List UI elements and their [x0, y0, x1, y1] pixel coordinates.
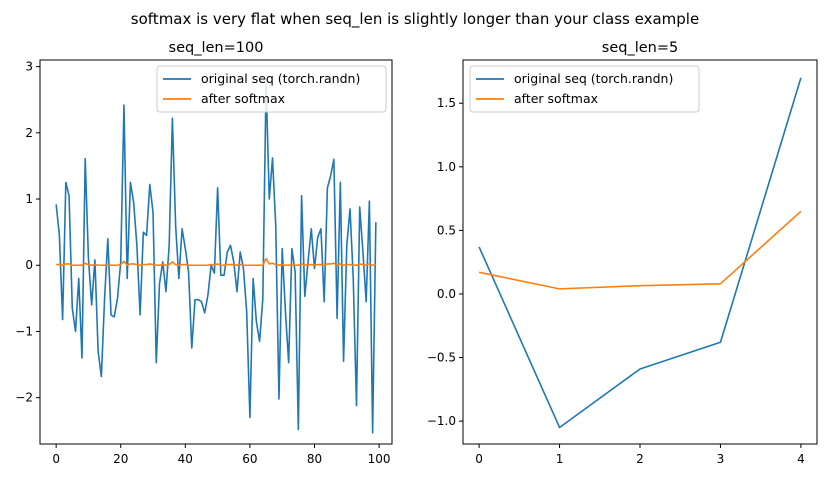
y-tick-label: 3: [25, 60, 33, 74]
y-tick-label: 1.5: [437, 96, 456, 110]
x-tick-label: 0: [475, 452, 483, 466]
chart-title: seq_len=100: [169, 40, 264, 56]
axes-frame: [39, 59, 393, 445]
left-chart: seq_len=100 0 20 40 60 80 100 −2 −1 0 1 2 3 original …: [15, 40, 393, 466]
x-tick-label: 2: [636, 452, 644, 466]
x-tick-label: 40: [178, 452, 193, 466]
y-tick-label: −0.5: [427, 351, 456, 365]
x-tick-label: 60: [242, 452, 257, 466]
y-tick-label: −1.0: [427, 414, 456, 428]
y-tick-label: 0.5: [437, 223, 456, 237]
legend-label: original seq (torch.randn): [201, 71, 360, 86]
y-tick-label: 0.0: [437, 287, 456, 301]
legend-box: [156, 65, 387, 113]
series-line-softmax: [56, 257, 377, 267]
x-tick-label: 4: [797, 452, 805, 466]
series-line-original: [478, 77, 802, 429]
legend-label: after softmax: [514, 91, 598, 106]
legend: original seq (torch.randn) after softmax: [469, 65, 700, 113]
x-tick-label: 80: [307, 452, 322, 466]
y-tick-label: 2: [25, 126, 33, 140]
figure-title: softmax is very flat when seq_len is sli…: [131, 10, 699, 29]
series-line-original: [55, 82, 377, 434]
x-tick-label: 0: [52, 452, 60, 466]
legend-box: [469, 65, 700, 113]
x-tick-label: 20: [113, 452, 128, 466]
right-chart: seq_len=5 0 1 2 3 4 −1.0 −0.5 0.0 0.5 1.0 1.5 origin…: [427, 40, 818, 466]
y-tick-label: −1: [15, 324, 33, 338]
y-tick-label: 1.0: [437, 160, 456, 174]
x-tick-label: 3: [717, 452, 725, 466]
legend-label: original seq (torch.randn): [514, 71, 673, 86]
y-tick-label: 0: [25, 258, 33, 272]
y-tick-label: −2: [15, 391, 33, 405]
x-tick-label: 100: [368, 452, 391, 466]
series-line-softmax: [478, 210, 802, 290]
axes-frame: [462, 59, 818, 445]
legend-label: after softmax: [201, 91, 285, 106]
y-tick-label: 1: [25, 192, 33, 206]
legend: original seq (torch.randn) after softmax: [156, 65, 387, 113]
x-tick-label: 1: [556, 452, 564, 466]
chart-title: seq_len=5: [602, 40, 678, 56]
